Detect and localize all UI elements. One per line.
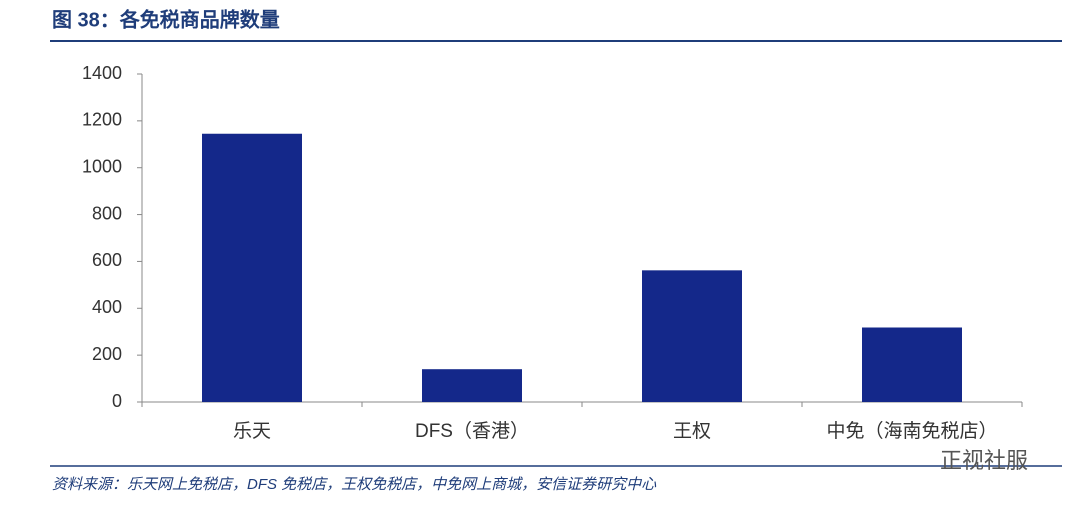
y-tick-label: 800: [92, 203, 122, 223]
x-tick-label: DFS（香港）: [415, 420, 529, 442]
bar: [642, 270, 742, 402]
y-tick-label: 1000: [82, 156, 122, 176]
source-note: 资料来源：乐天网上免税店，DFS 免税店，王权免税店，中免网上商城，安信证券研究…: [52, 476, 657, 493]
x-tick-label: 乐天: [233, 420, 271, 442]
chart-title: 图 38：各免税商品牌数量: [52, 7, 280, 31]
y-tick-label: 0: [112, 391, 122, 411]
bar: [422, 369, 522, 402]
y-tick-label: 400: [92, 297, 122, 317]
y-tick-label: 1200: [82, 110, 122, 130]
x-tick-label: 中免（海南免税店）: [826, 420, 997, 442]
bar: [202, 133, 302, 402]
y-tick-label: 1400: [82, 63, 122, 83]
y-tick-label: 200: [92, 344, 122, 364]
watermark: 正视社服: [940, 448, 1028, 473]
y-tick-label: 600: [92, 250, 122, 270]
x-tick-label: 王权: [673, 420, 711, 442]
bar: [862, 327, 962, 402]
